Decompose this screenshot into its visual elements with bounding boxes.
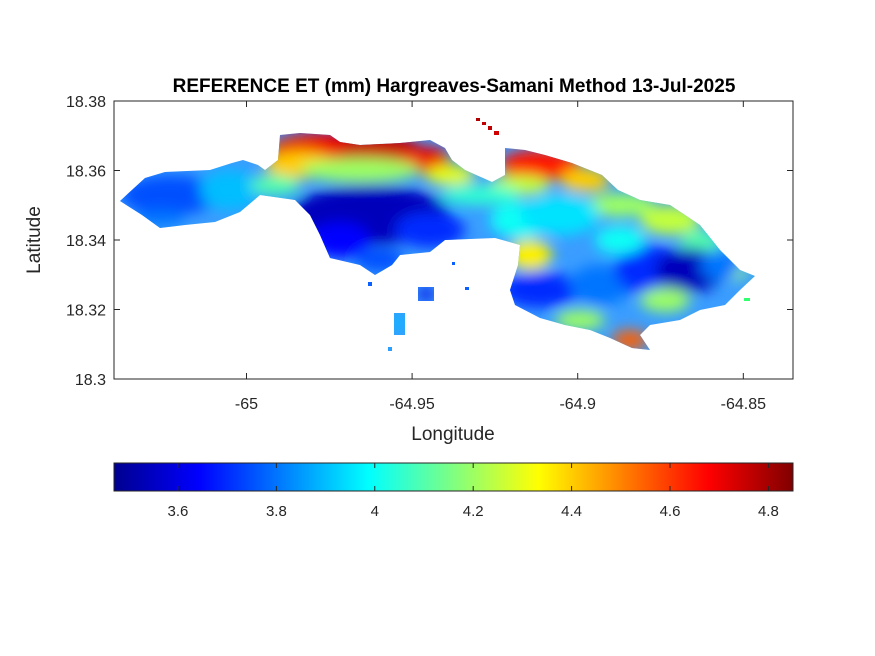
colorbar-ticks: 3.6 3.8 4 4.2 4.4 4.6 4.8	[168, 463, 779, 520]
et-field-patch	[440, 185, 520, 205]
x-tick-label: -64.95	[389, 396, 434, 413]
sw-islet	[368, 282, 372, 286]
x-tick-label: -64.85	[721, 396, 766, 413]
et-field-patch	[418, 287, 434, 301]
et-field-patch	[250, 175, 300, 195]
nw-islet	[476, 118, 480, 121]
x-tick-label: -64.9	[559, 396, 596, 413]
et-field-patch	[425, 165, 475, 185]
et-field-patch	[595, 226, 645, 254]
et-field-patch	[570, 265, 630, 305]
x-tick-label: -65	[235, 396, 258, 413]
y-tick-label: 18.32	[66, 303, 106, 320]
nw-islet	[482, 122, 486, 125]
et-field-patch	[500, 272, 580, 308]
et-field-patch	[300, 158, 420, 182]
y-axis: 18.3 18.32 18.34 18.36 18.38	[66, 94, 793, 389]
nw-islet	[494, 131, 499, 135]
et-field-patch	[395, 212, 465, 248]
et-field-patch	[120, 175, 220, 215]
y-axis-label: Latitude	[24, 206, 45, 274]
colorbar-tick-label: 4.8	[758, 503, 779, 520]
nw-islet	[488, 126, 492, 130]
colorbar-tick-label: 3.6	[168, 503, 189, 520]
x-axis: -65 -64.95 -64.9 -64.85	[235, 101, 766, 413]
et-field-patch	[585, 193, 655, 217]
et-field-patch	[520, 195, 600, 235]
et-field-patch	[640, 288, 690, 312]
colorbar-tick-label: 4.2	[463, 503, 484, 520]
colorbar-tick-label: 4.4	[561, 503, 582, 520]
y-tick-label: 18.34	[66, 233, 106, 250]
colorbar	[113, 462, 794, 492]
et-field-patch	[200, 170, 260, 210]
colorbar-tick-label: 4	[371, 503, 379, 520]
sw-islet	[465, 287, 469, 290]
x-axis-label: Longitude	[411, 424, 494, 445]
colorbar-tick-label: 4.6	[660, 503, 681, 520]
y-tick-label: 18.36	[66, 164, 106, 181]
se-islet	[744, 298, 750, 301]
y-tick-label: 18.38	[66, 94, 106, 111]
et-field-patch	[393, 313, 405, 333]
sw-islet	[388, 347, 392, 351]
sw-islet	[452, 262, 455, 265]
chart-title: REFERENCE ET (mm) Hargreaves-Samani Meth…	[173, 76, 736, 97]
et-field-patch	[560, 168, 610, 192]
colorbar-tick-label: 3.8	[266, 503, 287, 520]
y-tick-label: 18.3	[75, 372, 106, 389]
et-field-patch	[555, 310, 605, 330]
